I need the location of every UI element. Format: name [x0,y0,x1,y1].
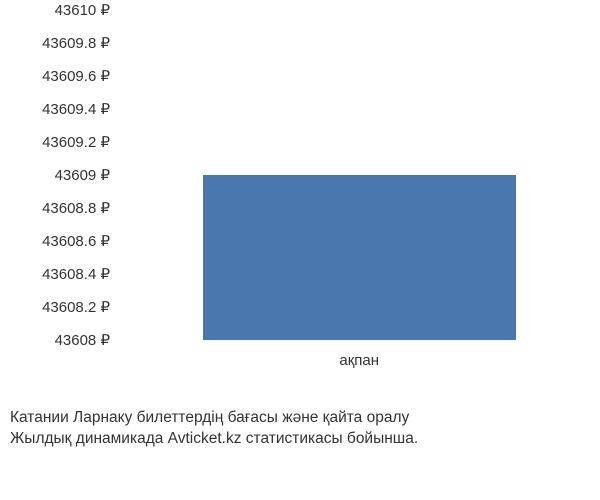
x-tick-label: ақпан [339,352,379,369]
caption-line-1: Катании Ларнаку билеттердің бағасы және … [10,407,418,429]
caption-line-2: Жылдық динамикада Avticket.kz статистика… [10,428,418,450]
y-tick-label: 43610 ₽ [0,1,110,19]
y-tick-label: 43608 ₽ [0,331,110,349]
caption: Катании Ларнаку билеттердің бағасы және … [10,407,418,450]
y-tick-label: 43609.4 ₽ [0,100,110,118]
y-tick-label: 43609.8 ₽ [0,34,110,52]
y-tick-label: 43608.6 ₽ [0,232,110,250]
y-tick-label: 43608.8 ₽ [0,199,110,217]
y-axis: 43610 ₽43609.8 ₽43609.6 ₽43609.4 ₽43609.… [0,10,120,340]
y-tick-label: 43609 ₽ [0,166,110,184]
plot-area: ақпан [120,10,580,340]
y-tick-label: 43608.4 ₽ [0,265,110,283]
chart-area: 43610 ₽43609.8 ₽43609.6 ₽43609.4 ₽43609.… [0,10,600,390]
bar [203,175,516,340]
y-tick-label: 43609.6 ₽ [0,67,110,85]
y-tick-label: 43609.2 ₽ [0,133,110,151]
y-tick-label: 43608.2 ₽ [0,298,110,316]
